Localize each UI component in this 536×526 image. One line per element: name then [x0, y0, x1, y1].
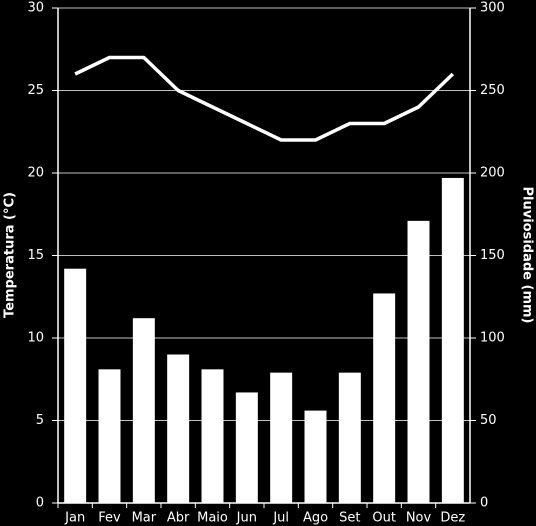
x-tick-label: Nov	[406, 511, 432, 526]
x-tick-label: Dez	[440, 511, 465, 526]
bar	[64, 268, 87, 503]
y-tick-label: 10	[27, 331, 44, 346]
y2-tick-label: 250	[480, 83, 505, 98]
y-tick-label: 5	[36, 413, 44, 428]
x-tick-label: Fev	[98, 511, 121, 526]
y-tick-label: 0	[36, 496, 44, 511]
bar	[167, 354, 190, 503]
y-tick-label: 20	[27, 166, 44, 181]
x-tick-label: Out	[372, 511, 396, 526]
y2-tick-label: 50	[480, 413, 497, 428]
y-tick-label: 25	[27, 83, 44, 98]
y2-tick-label: 150	[480, 248, 505, 263]
bar	[338, 372, 361, 503]
y2-tick-label: 100	[480, 331, 505, 346]
x-tick-label: Mar	[132, 511, 157, 526]
bar	[132, 318, 155, 503]
bar	[304, 410, 327, 503]
y-tick-label: 15	[27, 248, 44, 263]
y2-axis-label: Pluviosidade (mm)	[520, 187, 535, 324]
bar	[373, 293, 396, 503]
y2-tick-label: 0	[480, 496, 488, 511]
x-tick-label: Maio	[197, 511, 228, 526]
bar	[407, 220, 430, 503]
y-axis-label: Temperatura (°C)	[3, 192, 18, 318]
x-tick-label: Set	[339, 511, 360, 526]
y-tick-label: 30	[27, 1, 44, 16]
x-tick-label: Jan	[64, 511, 85, 526]
bar	[98, 369, 121, 503]
y2-tick-label: 200	[480, 166, 505, 181]
bar	[270, 372, 293, 503]
line	[74, 55, 455, 142]
y2-tick-label: 300	[480, 1, 505, 16]
x-tick-label: Jun	[236, 511, 257, 526]
bar	[441, 177, 464, 503]
bar	[235, 392, 258, 503]
x-tick-label: Ago	[303, 511, 328, 526]
x-tick-label: Abr	[167, 511, 190, 526]
x-tick-label: Jul	[272, 511, 289, 526]
bar	[201, 369, 224, 503]
